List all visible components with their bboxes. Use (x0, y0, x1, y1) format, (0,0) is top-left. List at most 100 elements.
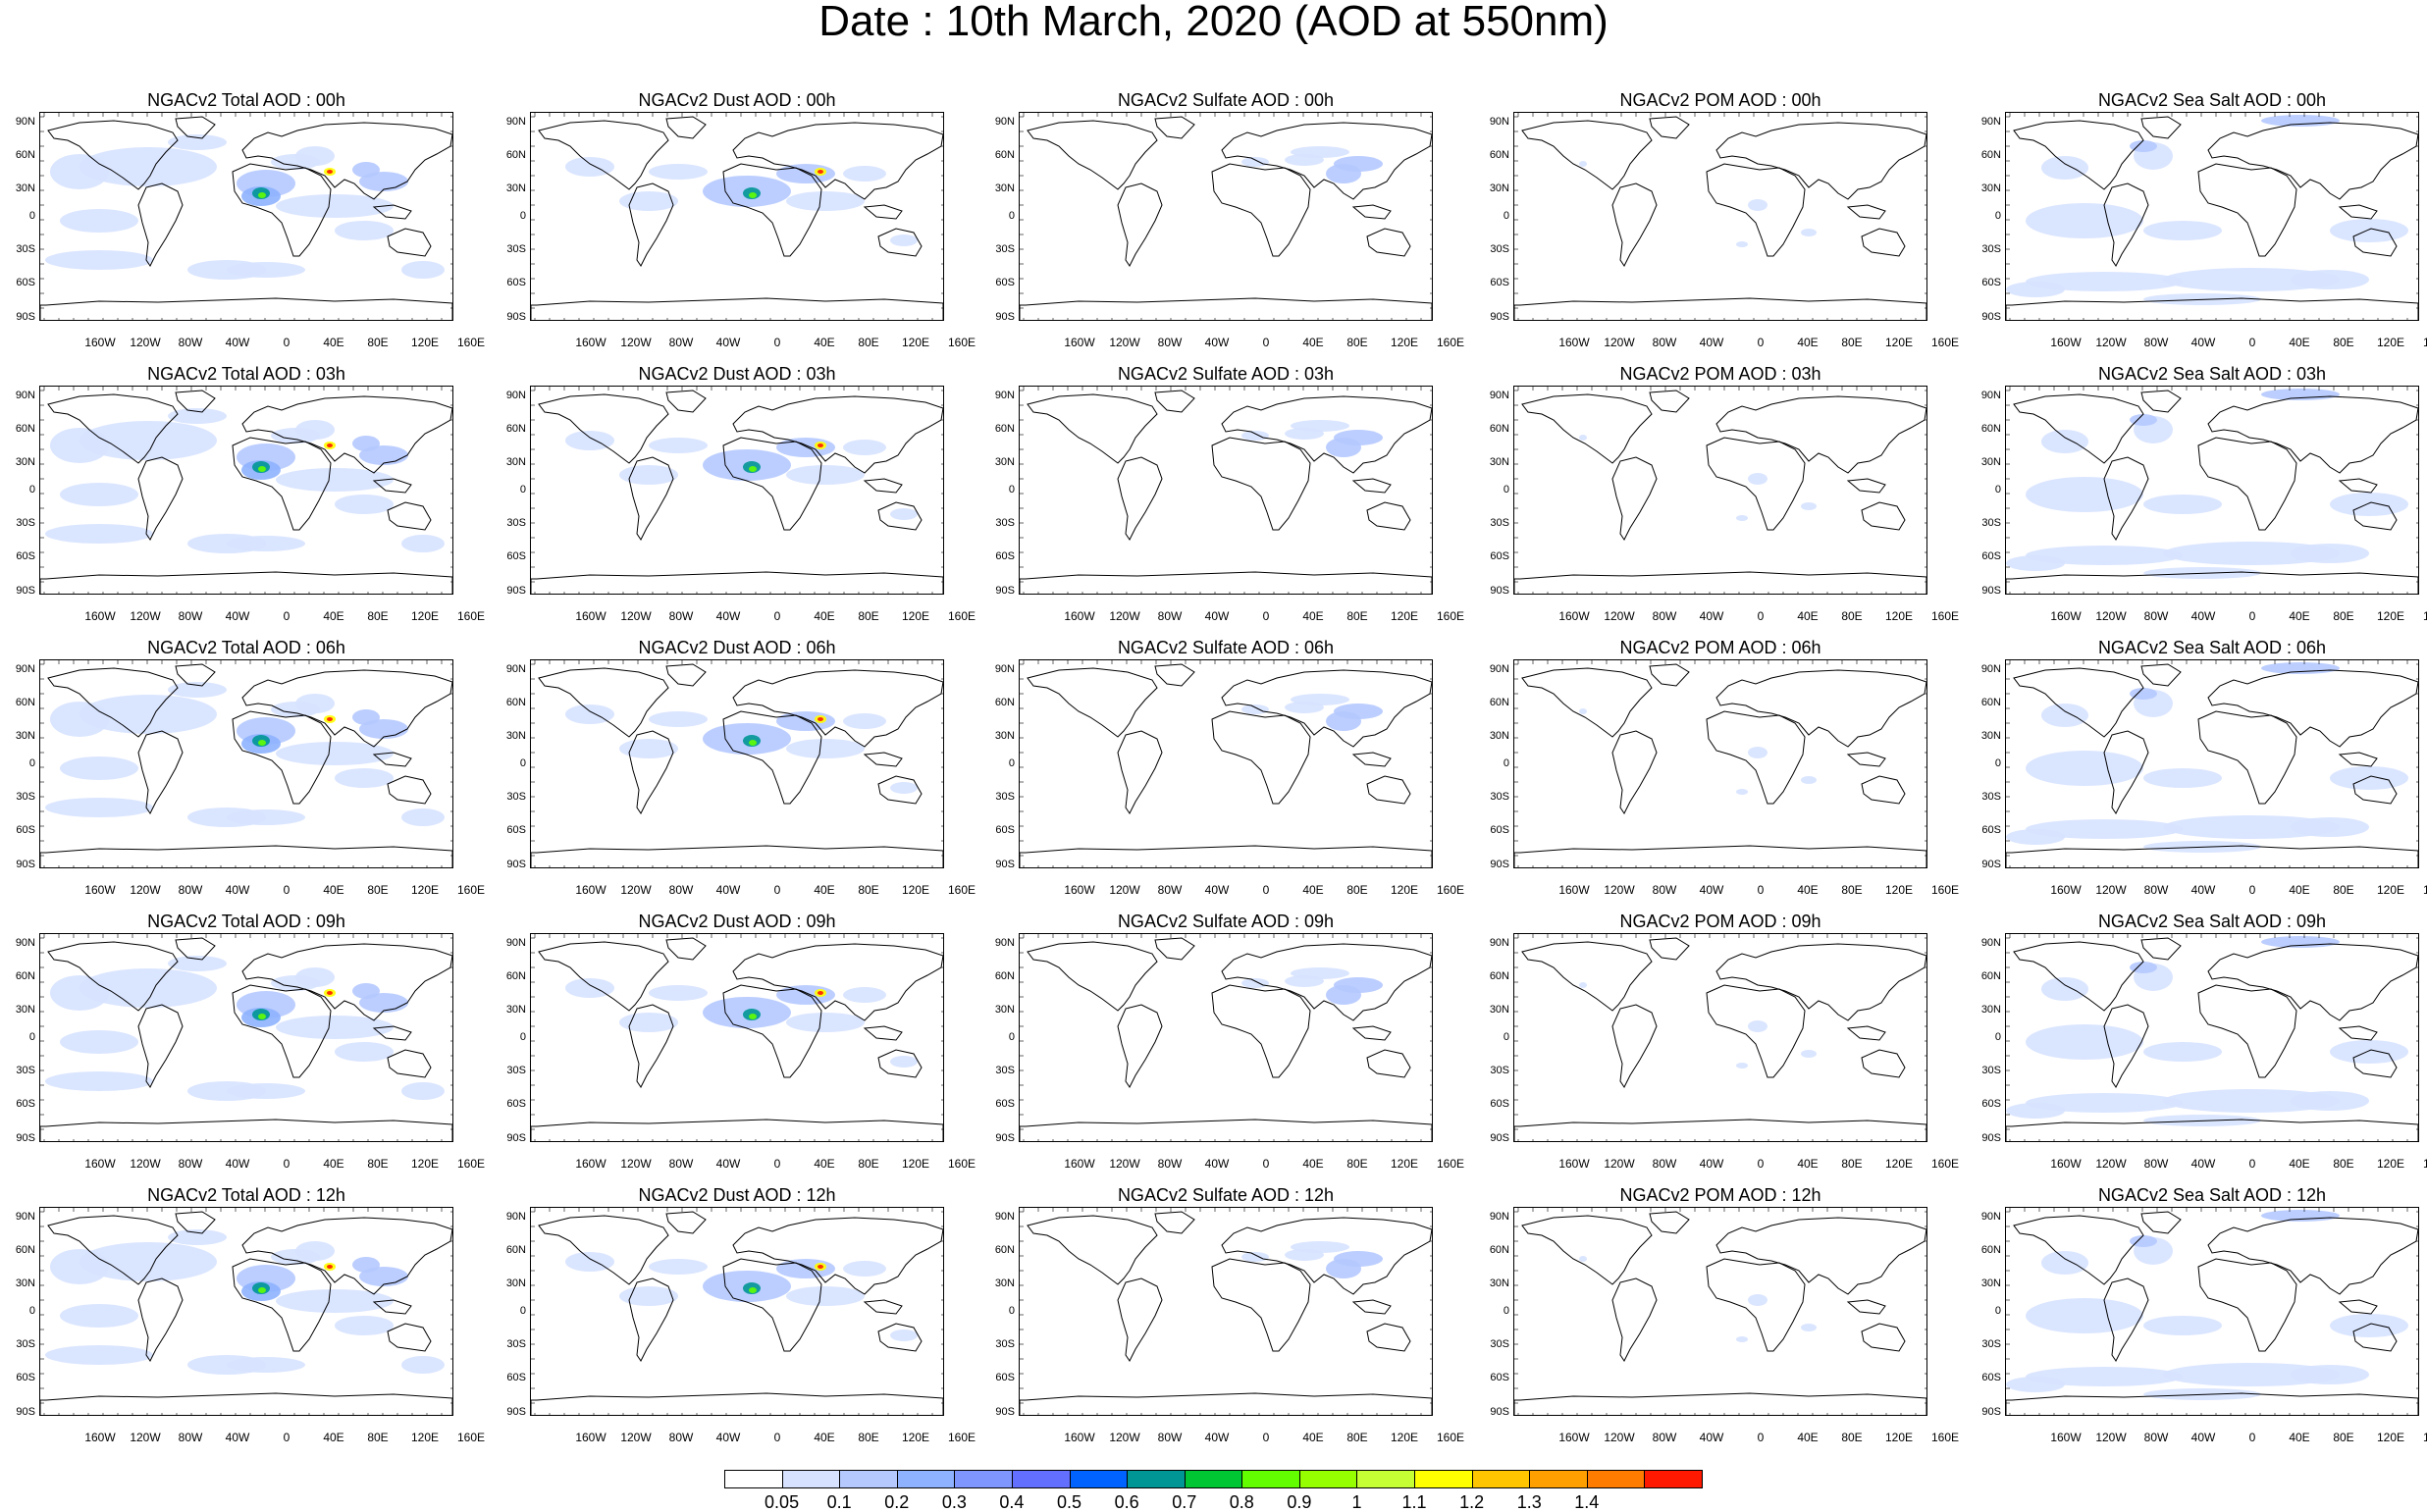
coastline (1117, 730, 1163, 814)
panel-title: NGACv2 Sea Salt AOD : 00h (2097, 90, 2327, 110)
aod-map (40, 1208, 452, 1415)
lon-tick-label: 80E (858, 1431, 879, 1444)
aod-region (2026, 1093, 2183, 1113)
aod-region (749, 192, 757, 198)
lon-tick-label: 160E (2422, 336, 2427, 349)
lon-tick-label: 160W (2050, 336, 2082, 349)
coastline (665, 1211, 707, 1234)
lon-tick-label: 160W (84, 609, 116, 623)
aod-region (258, 466, 266, 472)
aod-region (1736, 241, 1748, 247)
aod-region (2291, 544, 2369, 563)
aod-map (1020, 660, 1432, 867)
lon-tick-label: 0 (1262, 1431, 1270, 1444)
panel-title: NGACv2 Total AOD : 03h (147, 364, 345, 384)
lon-tick-label: 40W (2190, 1157, 2216, 1171)
map-panel-total: NGACv2 Total AOD : 06h 90N 60N 30N 0 30S 60S 90… (0, 638, 485, 907)
colorbar-swatch (1298, 1470, 1358, 1488)
lon-tick-label: 40E (323, 609, 344, 623)
lat-tick-label: 60N (994, 423, 1015, 435)
lat-tick-label: 90N (505, 1211, 526, 1223)
lon-tick-label: 80E (367, 1157, 389, 1171)
aod-region (2006, 555, 2065, 571)
lat-tick-label: 60N (1489, 1244, 1509, 1256)
lon-tick-label: 120W (1604, 609, 1635, 623)
aod-region (335, 1316, 394, 1335)
colorbar-swatch (1127, 1470, 1186, 1488)
aod-region (50, 975, 109, 1011)
lon-tick-label: 80W (1652, 1431, 1677, 1444)
lon-tick-label: 120W (130, 1157, 161, 1171)
lat-tick-label: 0 (519, 1031, 526, 1043)
coastline (1221, 1217, 1432, 1295)
coastline (538, 941, 669, 1012)
aod-region (786, 465, 865, 485)
lat-tick-label: 0 (1008, 1305, 1015, 1317)
map-frame (1513, 112, 1927, 321)
lon-tick-label: 40W (1204, 609, 1230, 623)
aod-region (1579, 161, 1587, 167)
coastline (232, 1258, 332, 1352)
lon-tick-label: 40W (715, 1157, 741, 1171)
aod-map (1020, 934, 1432, 1141)
aod-region (2006, 282, 2065, 297)
aod-region (786, 739, 865, 758)
aod-region (565, 704, 614, 724)
lat-tick-label: 60N (1980, 697, 2001, 708)
lon-tick-label: 120E (901, 336, 930, 349)
aod-region (1736, 1063, 1748, 1069)
lat-tick-label: 30S (506, 1338, 526, 1350)
coastline (387, 501, 432, 531)
lon-tick-label: 120E (2376, 883, 2405, 897)
coastline (232, 437, 332, 531)
lon-tick-label: 0 (773, 1157, 781, 1171)
aod-map (1514, 1208, 1926, 1415)
aod-region (2143, 221, 2222, 240)
lat-tick-label: 60N (15, 149, 35, 161)
map-frame (39, 933, 453, 1142)
aod-region (2143, 1316, 2222, 1335)
colorbar-swatch (1586, 1470, 1646, 1488)
lon-tick-label: 80E (1841, 609, 1863, 623)
lat-tick-label: 30S (995, 1338, 1015, 1350)
coastline (732, 669, 943, 748)
lat-tick-label: 60N (15, 1244, 35, 1256)
lat-tick-label: 30S (16, 1065, 35, 1076)
lat-tick-label: 30N (994, 182, 1015, 194)
aod-region (818, 717, 823, 721)
lon-tick-label: 80E (858, 609, 879, 623)
lat-tick-label: 60S (506, 824, 526, 836)
lat-tick-label: 30S (1981, 1338, 2001, 1350)
lon-tick-label: 40W (2190, 1431, 2216, 1444)
map-frame (2005, 1207, 2419, 1416)
coastline (2103, 1277, 2149, 1362)
lon-tick-label: 160W (2050, 609, 2082, 623)
aod-region (776, 985, 835, 1005)
lat-tick-label: 0 (1008, 210, 1015, 222)
lon-tick-label: 120W (1109, 1157, 1140, 1171)
coastline (1611, 1277, 1658, 1362)
lon-tick-label: 120E (2376, 336, 2405, 349)
lat-tick-label: 0 (1008, 757, 1015, 769)
colorbar-swatch (1356, 1470, 1416, 1488)
lat-tick-label: 90S (506, 585, 526, 597)
lon-tick-label: 120W (130, 336, 161, 349)
map-frame (1019, 112, 1433, 321)
aod-region (168, 682, 227, 698)
coastline (2140, 390, 2182, 413)
aod-region (565, 157, 614, 177)
lat-tick-label: 60S (1490, 550, 1509, 562)
coastline (722, 163, 822, 257)
lon-tick-label: 0 (1262, 883, 1270, 897)
lon-tick-label: 0 (773, 609, 781, 623)
lat-tick-label: 30N (15, 456, 35, 468)
lat-tick-label: 60N (15, 423, 35, 435)
map-frame (1513, 386, 1927, 595)
aod-region (2143, 1042, 2222, 1062)
aod-region (276, 468, 394, 492)
aod-region (1748, 1294, 1767, 1306)
lat-tick-label: 90S (995, 585, 1015, 597)
coastline (387, 775, 432, 805)
lon-tick-label: 120E (901, 883, 930, 897)
lat-tick-label: 30S (1490, 791, 1509, 803)
